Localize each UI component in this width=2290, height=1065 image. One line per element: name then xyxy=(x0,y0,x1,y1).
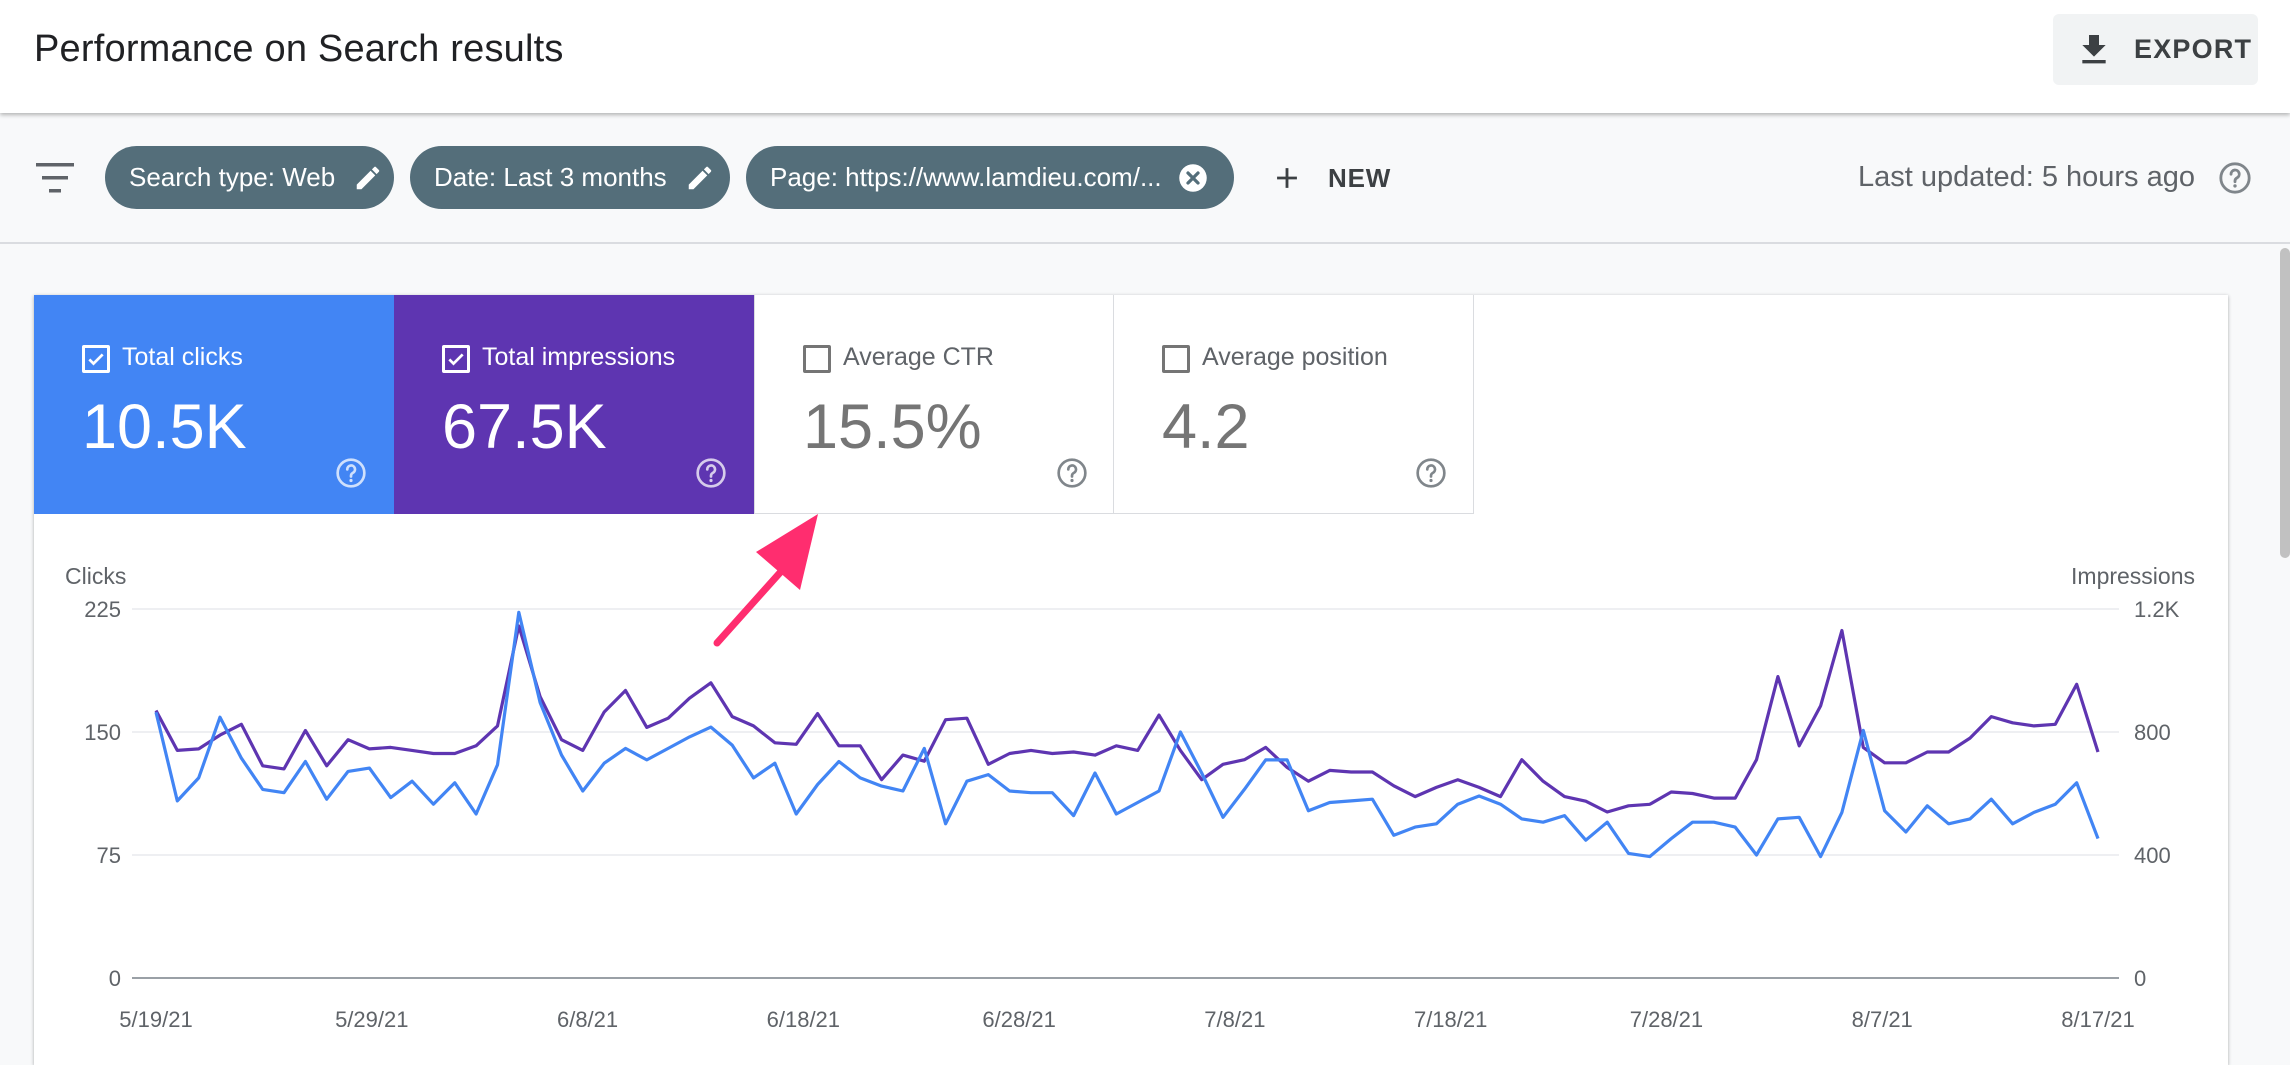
top-app-bar: Performance on Search results EXPORT xyxy=(0,0,2290,113)
y-axis-label-left: Clicks xyxy=(65,563,126,589)
y-tick-label-right: 0 xyxy=(2134,966,2146,991)
new-filter-label: NEW xyxy=(1328,162,1392,193)
x-tick-label: 7/28/21 xyxy=(1630,1007,1703,1032)
download-icon xyxy=(2082,34,2106,63)
help-icon[interactable] xyxy=(2218,161,2252,195)
y-axis-label-right: Impressions xyxy=(2071,563,2195,589)
x-tick-label: 7/18/21 xyxy=(1414,1007,1487,1032)
plus-icon xyxy=(1277,168,1297,188)
metric-value: 10.5K xyxy=(82,392,247,462)
edit-icon[interactable] xyxy=(685,163,715,193)
filter-list-icon[interactable] xyxy=(36,161,78,195)
metric-label: Average CTR xyxy=(843,343,994,371)
performance-chart[interactable]: Clicks Impressions 225 150 75 0 1.2K 800 400 0 5/1… xyxy=(34,295,2228,1060)
metric-total-clicks[interactable]: Total clicks 10.5K xyxy=(34,295,394,514)
metric-value: 67.5K xyxy=(442,392,607,462)
y-tick-label-left: 75 xyxy=(97,843,121,868)
x-tick-label: 8/17/21 xyxy=(2061,1007,2134,1032)
scrollbar[interactable] xyxy=(2280,248,2290,558)
checkbox-unchecked[interactable] xyxy=(803,345,831,373)
metric-label: Total clicks xyxy=(122,343,243,371)
filter-bar: Search type: Web Date: Last 3 months Pag… xyxy=(0,113,2290,244)
series-line-impressions xyxy=(154,624,2100,814)
x-tick-label: 7/8/21 xyxy=(1204,1007,1265,1032)
checkbox-checked[interactable] xyxy=(82,345,110,373)
metric-label: Average position xyxy=(1202,343,1388,371)
metric-label: Total impressions xyxy=(482,343,676,371)
x-tick-label: 8/7/21 xyxy=(1852,1007,1913,1032)
export-button[interactable]: EXPORT xyxy=(2053,14,2258,85)
chip-label: Date: Last 3 months xyxy=(434,162,667,192)
metric-average-ctr[interactable]: Average CTR 15.5% xyxy=(754,295,1114,514)
x-tick-label: 5/29/21 xyxy=(335,1007,408,1032)
checkbox-checked[interactable] xyxy=(442,345,470,373)
page-title: Performance on Search results xyxy=(34,28,564,70)
last-updated-text: Last updated: 5 hours ago xyxy=(1858,161,2195,193)
checkbox-unchecked[interactable] xyxy=(1162,345,1190,373)
help-icon[interactable] xyxy=(335,457,367,489)
filter-chip-date[interactable]: Date: Last 3 months xyxy=(410,146,730,209)
x-tick-label: 6/28/21 xyxy=(982,1007,1055,1032)
metric-average-position[interactable]: Average position 4.2 xyxy=(1114,295,1474,514)
x-tick-label: 5/19/21 xyxy=(119,1007,192,1032)
y-tick-label-right: 800 xyxy=(2134,720,2171,745)
chip-label: Page: https://www.lamdieu.com/... xyxy=(770,162,1162,192)
new-filter-button[interactable]: NEW xyxy=(1270,155,1391,201)
chip-label: Search type: Web xyxy=(129,162,336,192)
metric-value: 15.5% xyxy=(803,392,982,462)
series-line-clicks xyxy=(154,610,2100,859)
y-tick-label-left: 150 xyxy=(84,720,121,745)
x-tick-label: 6/18/21 xyxy=(767,1007,840,1032)
metric-total-impressions[interactable]: Total impressions 67.5K xyxy=(394,295,754,514)
help-icon[interactable] xyxy=(1415,457,1447,489)
filter-chip-page[interactable]: Page: https://www.lamdieu.com/... xyxy=(746,146,1234,209)
close-circle-icon[interactable] xyxy=(1178,163,1208,193)
y-tick-label-left: 0 xyxy=(109,966,121,991)
y-tick-label-left: 225 xyxy=(84,597,121,622)
help-icon[interactable] xyxy=(695,457,727,489)
y-tick-label-right: 400 xyxy=(2134,843,2171,868)
performance-card: Total clicks 10.5K Total impressions 67.… xyxy=(34,295,2228,1065)
export-label: EXPORT xyxy=(2134,34,2253,64)
edit-icon[interactable] xyxy=(353,163,383,193)
x-tick-label: 6/8/21 xyxy=(557,1007,618,1032)
help-icon[interactable] xyxy=(1056,457,1088,489)
metric-value: 4.2 xyxy=(1162,392,1250,462)
filter-chip-search-type[interactable]: Search type: Web xyxy=(105,146,394,209)
y-tick-label-right: 1.2K xyxy=(2134,597,2180,622)
